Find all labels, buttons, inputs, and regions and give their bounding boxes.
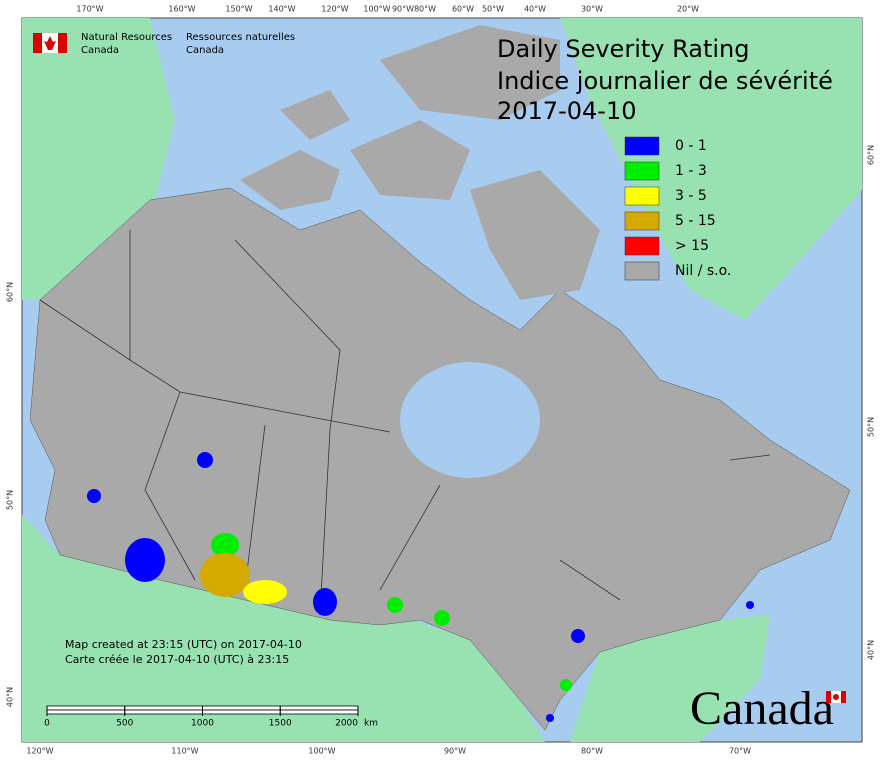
longitude-label: 170°W — [76, 5, 103, 14]
longitude-label: 120°W — [321, 5, 348, 14]
longitude-label: 110°W — [171, 747, 198, 756]
scale-label: 2000 — [335, 719, 358, 729]
title-date: 2017-04-10 — [497, 97, 636, 125]
longitude-label: 90°W — [444, 747, 466, 756]
scale-segment — [124, 709, 203, 715]
longitude-label: 120°W — [26, 747, 53, 756]
longitude-label: 60°W — [452, 5, 474, 14]
agency-fr: Ressources naturelles — [186, 32, 295, 43]
legend-label: 0 - 1 — [675, 138, 707, 154]
agency-fr: Canada — [186, 45, 224, 56]
scale-segment — [46, 705, 126, 711]
scale-segment — [124, 705, 203, 711]
scale-segment — [202, 709, 281, 715]
latitude-label: 50°N — [867, 417, 876, 437]
longitude-label: 20°W — [677, 5, 699, 14]
legend-swatch — [624, 261, 660, 281]
scale-segment — [46, 709, 126, 715]
legend-label: 5 - 15 — [675, 213, 716, 229]
legend-swatch — [624, 136, 660, 156]
legend-label: 3 - 5 — [675, 188, 707, 204]
longitude-label: 40°W — [524, 5, 546, 14]
latitude-label: 50°N — [6, 490, 15, 510]
scale-label: 0 — [44, 719, 50, 729]
scale-segment — [279, 709, 359, 715]
legend-label: 1 - 3 — [675, 163, 707, 179]
longitude-label: 70°W — [729, 747, 751, 756]
scale-label: 1500 — [269, 719, 292, 729]
nrcan-logo — [33, 33, 67, 53]
wordmark: Canada — [690, 682, 834, 735]
longitude-label: 140°W — [268, 5, 295, 14]
title: Indice journalier de sévérité — [497, 67, 833, 95]
footer: Carte créée le 2017-04-10 (UTC) à 23:15 — [65, 653, 289, 666]
legend-swatch — [624, 236, 660, 256]
latitude-label: 60°N — [867, 145, 876, 165]
longitude-label: 160°W — [168, 5, 195, 14]
longitude-label: 100°W — [363, 5, 390, 14]
longitude-label: 50°W — [482, 5, 504, 14]
scale-segment — [202, 705, 281, 711]
legend-label: Nil / s.o. — [675, 263, 731, 279]
longitude-label: 80°W — [581, 747, 603, 756]
agency-en: Canada — [81, 45, 119, 56]
longitude-label: 80°W — [414, 5, 436, 14]
latitude-label: 40°N — [867, 640, 876, 660]
agency-en: Natural Resources — [81, 32, 172, 43]
footer: Map created at 23:15 (UTC) on 2017-04-10 — [65, 638, 302, 651]
latitude-label: 40°N — [6, 687, 15, 707]
scale-label: 1000 — [191, 719, 214, 729]
legend-swatch — [624, 161, 660, 181]
scale-label: 500 — [116, 719, 133, 729]
wordmark-flag — [826, 691, 846, 703]
fire-spots — [87, 452, 754, 722]
scale-segment — [279, 705, 359, 711]
legend-label: > 15 — [675, 238, 709, 254]
longitude-label: 30°W — [581, 5, 603, 14]
longitude-label: 150°W — [225, 5, 252, 14]
title: Daily Severity Rating — [497, 35, 749, 63]
borders — [39, 230, 771, 616]
scale-unit: km — [364, 719, 378, 729]
scale-bar: 0 500 1000 1500 2000 km — [44, 705, 378, 729]
longitude-label: 100°W — [308, 747, 335, 756]
longitude-label: 90°W — [392, 5, 414, 14]
legend-swatch — [624, 211, 660, 231]
legend-swatch — [624, 186, 660, 206]
latitude-label: 60°N — [6, 282, 15, 302]
